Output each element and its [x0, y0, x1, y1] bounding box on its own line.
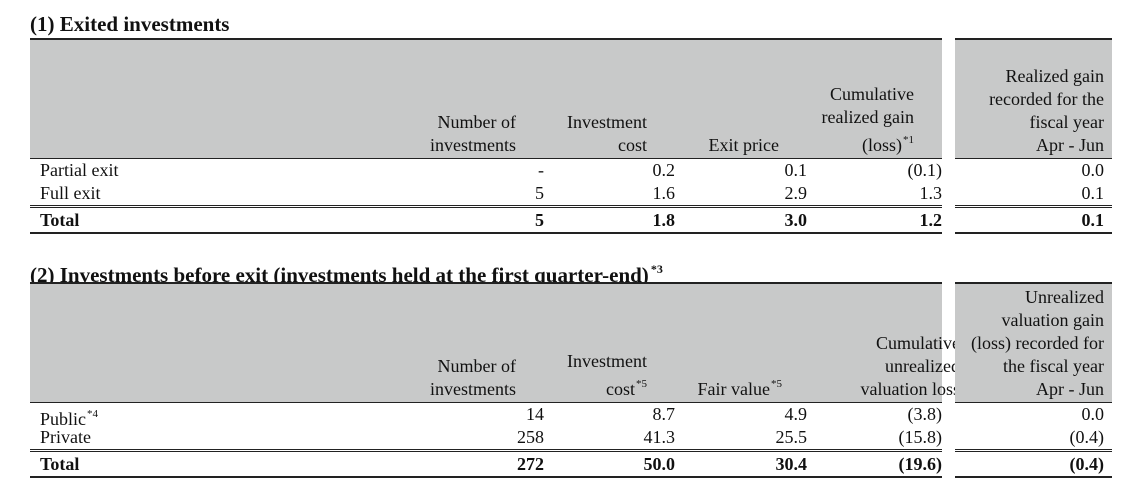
total-row: Total 272 50.0 30.4 (19.6) (0.4) [30, 453, 1112, 476]
cell-cumulative: (15.8) [898, 427, 943, 447]
row-label: Private [40, 426, 91, 449]
total-row: Total 5 1.8 3.0 1.2 0.1 [30, 209, 1112, 232]
cell-fiscal: 0.0 [1081, 160, 1105, 180]
table-2-header-side: Unrealized valuation gain (loss) recorde… [955, 282, 1112, 403]
header-number-of-investments: Number of investments [430, 356, 516, 399]
cell-cumulative: (0.1) [907, 160, 943, 180]
cell-fiscal: 0.1 [1081, 183, 1105, 203]
section-1-title: (1) Exited investments [30, 12, 229, 36]
investments-before-exit-table: Number of investments Investment cost*5 … [30, 282, 1112, 482]
row-label: Partial exit [40, 160, 119, 180]
header-cumulative-unrealized-loss: Cumulative unrealized valuation loss [860, 333, 961, 399]
total-cost: 50.0 [643, 454, 676, 474]
cell-fiscal: (0.4) [1069, 427, 1105, 447]
header-investment-cost-text: Investment cost [567, 351, 647, 399]
cell-cost: 0.2 [652, 160, 676, 180]
header-fair-value-text: Fair value [697, 379, 770, 399]
footnote-marker: *5 [636, 378, 647, 390]
footnote-marker: *1 [903, 134, 914, 146]
cell-cost: 8.7 [652, 404, 676, 424]
table-row: Public*4 14 8.7 4.9 (3.8) 0.0 [30, 403, 1112, 429]
footnote-marker: *5 [771, 378, 782, 390]
cell-cost: 41.3 [643, 427, 676, 447]
cell-number: 258 [517, 427, 544, 447]
header-unrealized-gain-fiscal-year: Unrealized valuation gain (loss) recorde… [971, 287, 1104, 399]
section-1-title-text: (1) Exited investments [30, 12, 230, 36]
header-cumulative-realized-gain: Cumulative realized gain (loss)*1 [822, 83, 914, 157]
total-divider [955, 205, 1112, 208]
table-row: Full exit 5 1.6 2.9 1.3 0.1 [30, 182, 1112, 205]
total-cost: 1.8 [652, 210, 676, 230]
cell-number: 5 [535, 183, 544, 203]
cell-exit-price: 0.1 [784, 160, 808, 180]
cell-fair-value: 25.5 [775, 427, 808, 447]
table-1-header-main: Number of investments Investment cost Ex… [30, 38, 942, 159]
cell-exit-price: 2.9 [784, 183, 808, 203]
table-bottom-rule [955, 476, 1112, 478]
total-number: 272 [517, 454, 544, 474]
cell-cumulative: 1.3 [919, 183, 943, 203]
cell-number: 14 [526, 404, 544, 424]
row-label: Full exit [40, 183, 101, 203]
header-fair-value: Fair value*5 [698, 373, 782, 401]
row-label: Public*4 [40, 403, 98, 431]
total-label: Total [40, 210, 80, 230]
exited-investments-table: Number of investments Investment cost Ex… [30, 38, 1112, 234]
total-label: Total [40, 454, 80, 474]
header-investment-cost: Investment cost [567, 112, 647, 155]
total-divider [30, 205, 942, 208]
cell-number: - [538, 160, 544, 180]
footnote-marker: *3 [650, 262, 663, 276]
table-1-header-side: Realized gain recorded for the fiscal ye… [955, 38, 1112, 159]
header-number-of-investments: Number of investments [430, 112, 516, 155]
total-fiscal: 0.1 [1081, 210, 1105, 230]
row-label-text: Public [40, 409, 87, 429]
table-bottom-rule [30, 476, 942, 478]
total-divider [955, 449, 1112, 452]
header-cumulative-realized-gain-text: Cumulative realized gain (loss) [821, 84, 914, 155]
table-row: Private 258 41.3 25.5 (15.8) (0.4) [30, 426, 1112, 449]
total-fiscal: (0.4) [1069, 454, 1105, 474]
total-number: 5 [535, 210, 544, 230]
footnote-marker: *4 [87, 408, 99, 420]
total-divider [30, 449, 942, 452]
row-label-text: Private [40, 427, 91, 447]
header-exit-price: Exit price [708, 135, 779, 155]
total-fair-value: 30.4 [775, 454, 808, 474]
cell-fiscal: 0.0 [1081, 404, 1105, 424]
table-row: Partial exit - 0.2 0.1 (0.1) 0.0 [30, 159, 1112, 182]
table-bottom-rule [955, 232, 1112, 234]
cell-cumulative: (3.8) [907, 404, 943, 424]
total-cumulative: (19.6) [898, 454, 943, 474]
total-exit-price: 3.0 [784, 210, 808, 230]
table-2-header-main: Number of investments Investment cost*5 … [30, 282, 960, 403]
total-cumulative: 1.2 [919, 210, 943, 230]
header-realized-gain-fiscal-year: Realized gain recorded for the fiscal ye… [989, 66, 1104, 155]
header-investment-cost: Investment cost*5 [567, 350, 647, 401]
cell-fair-value: 4.9 [784, 404, 808, 424]
cell-cost: 1.6 [652, 183, 676, 203]
table-bottom-rule [30, 232, 942, 234]
